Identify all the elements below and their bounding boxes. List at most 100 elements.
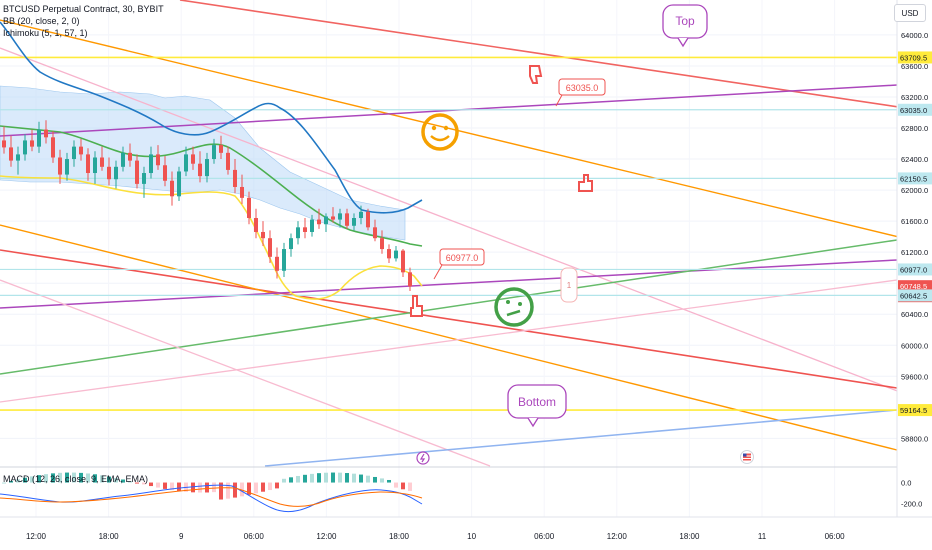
- candle-body: [380, 238, 384, 250]
- price-tag-label: 59164.5: [900, 406, 927, 415]
- grid: [0, 0, 897, 517]
- candle-body: [338, 213, 342, 220]
- legend-macd[interactable]: MACD (12, 26, close, 9, EMA, EMA): [3, 474, 149, 484]
- price-tag-label: 62150.5: [900, 174, 927, 183]
- time-tick-label: 9: [179, 532, 184, 541]
- macd-bar: [9, 480, 13, 483]
- us-flag-event-icon[interactable]: [740, 450, 754, 464]
- price-tag: [898, 172, 932, 185]
- ichimoku-cloud: [0, 85, 406, 241]
- candle-body: [93, 157, 97, 174]
- trendline-purple-low: [0, 259, 898, 309]
- candle-body: [9, 147, 13, 161]
- candle-body: [282, 249, 286, 271]
- macd-tick-label: 0.0: [901, 479, 911, 488]
- smiley-happy-icon[interactable]: [421, 113, 459, 151]
- bottom-bubble[interactable]: Bottom: [507, 384, 567, 428]
- trend-lines: [0, 0, 932, 467]
- macd-bar: [142, 482, 146, 485]
- macd-bar: [30, 476, 34, 483]
- price-tick-label: 59600.0: [901, 372, 928, 381]
- note-marker[interactable]: 1: [560, 267, 578, 303]
- price-tick-label: 62800.0: [901, 124, 928, 133]
- price-tag-label: 63035.0: [900, 106, 927, 115]
- candle-body: [2, 140, 6, 148]
- macd-bar: [44, 474, 48, 483]
- macd-bar: [254, 482, 258, 494]
- smiley-confused-icon[interactable]: [494, 287, 534, 327]
- candle-body: [296, 227, 300, 239]
- macd-bar: [401, 482, 405, 490]
- trendline-red-top: [179, 0, 932, 113]
- candle-body: [408, 272, 412, 287]
- candle-body: [128, 152, 132, 161]
- candle-body: [198, 163, 202, 177]
- macd-bar: [93, 474, 97, 483]
- callout-60977-label: 60977.0: [446, 253, 479, 263]
- macd-bar: [373, 476, 377, 483]
- candle-body: [23, 140, 27, 155]
- candle-body: [135, 160, 139, 184]
- macd-bar: [51, 473, 55, 483]
- candle-body: [79, 146, 83, 155]
- candle-body: [359, 211, 363, 219]
- macd-bar: [177, 482, 181, 492]
- macd-bar: [121, 479, 125, 483]
- candle-body: [233, 169, 237, 187]
- candle-body: [156, 154, 160, 166]
- candle-body: [170, 180, 174, 197]
- candle-body: [366, 211, 370, 228]
- top-bubble-label: Top: [675, 14, 695, 28]
- top-bubble[interactable]: Top: [662, 4, 708, 48]
- macd-bar: [219, 482, 223, 500]
- candle-body: [177, 171, 181, 197]
- price-axis[interactable]: [897, 0, 932, 517]
- macd-bar: [58, 472, 62, 483]
- bottom-bubble-label: Bottom: [518, 395, 556, 409]
- price-tag: [898, 51, 932, 64]
- macd-bar: [352, 473, 356, 483]
- callout-60977[interactable]: 60977.0: [433, 248, 485, 280]
- flash-event-icon[interactable]: [416, 451, 430, 465]
- trendline-red-mid: [0, 249, 898, 389]
- trendline-pink-top: [0, 47, 901, 393]
- candle-body: [44, 129, 48, 138]
- candle-body: [37, 129, 41, 147]
- macd-bar: [317, 473, 321, 483]
- thumbs-down-icon[interactable]: [529, 65, 543, 84]
- currency-button[interactable]: USD: [894, 4, 926, 22]
- price-tick-label: 60000.0: [901, 341, 928, 350]
- candle-body: [184, 154, 188, 172]
- price-tick-label: 62000.0: [901, 186, 928, 195]
- callout-63035-label: 63035.0: [566, 83, 599, 93]
- time-tick-label: 06:00: [534, 532, 555, 541]
- legend-bb[interactable]: BB (20, close, 2, 0): [3, 16, 80, 26]
- macd-bar: [240, 482, 244, 497]
- macd-bar: [135, 482, 139, 484]
- callout-63035[interactable]: 63035.0: [555, 78, 606, 107]
- macd-bar: [303, 474, 307, 483]
- macd-bar: [268, 482, 272, 491]
- trendline-blue: [264, 409, 898, 467]
- macd-bar: [156, 482, 160, 488]
- candle-body: [142, 173, 146, 184]
- time-tick-label: 18:00: [99, 532, 120, 541]
- price-tick-label: 58800.0: [901, 434, 928, 443]
- price-axis-ticks: 64000.0 63600.0 63200.0 62800.0 62400.0 62000…: [901, 31, 928, 443]
- macd-bar: [170, 482, 174, 491]
- thumbs-up-icon[interactable]: [578, 174, 593, 192]
- candle-body: [86, 154, 90, 174]
- legend-title[interactable]: BTCUSD Perpetual Contract, 30, BYBIT: [3, 4, 164, 14]
- macd-histogram: [2, 472, 412, 500]
- legend-ichimoku[interactable]: Ichimoku (5, 1, 57, 1): [3, 28, 88, 38]
- macd-bar: [338, 472, 342, 483]
- candle-body: [345, 213, 349, 226]
- pointing-hand-icon[interactable]: [410, 295, 423, 317]
- candle-body: [317, 219, 321, 225]
- candle-body: [107, 166, 111, 180]
- price-tick-label: 62400.0: [901, 155, 928, 164]
- macd-bar: [394, 482, 398, 488]
- price-tag-label: 60642.5: [900, 291, 927, 300]
- candle-body: [394, 250, 398, 259]
